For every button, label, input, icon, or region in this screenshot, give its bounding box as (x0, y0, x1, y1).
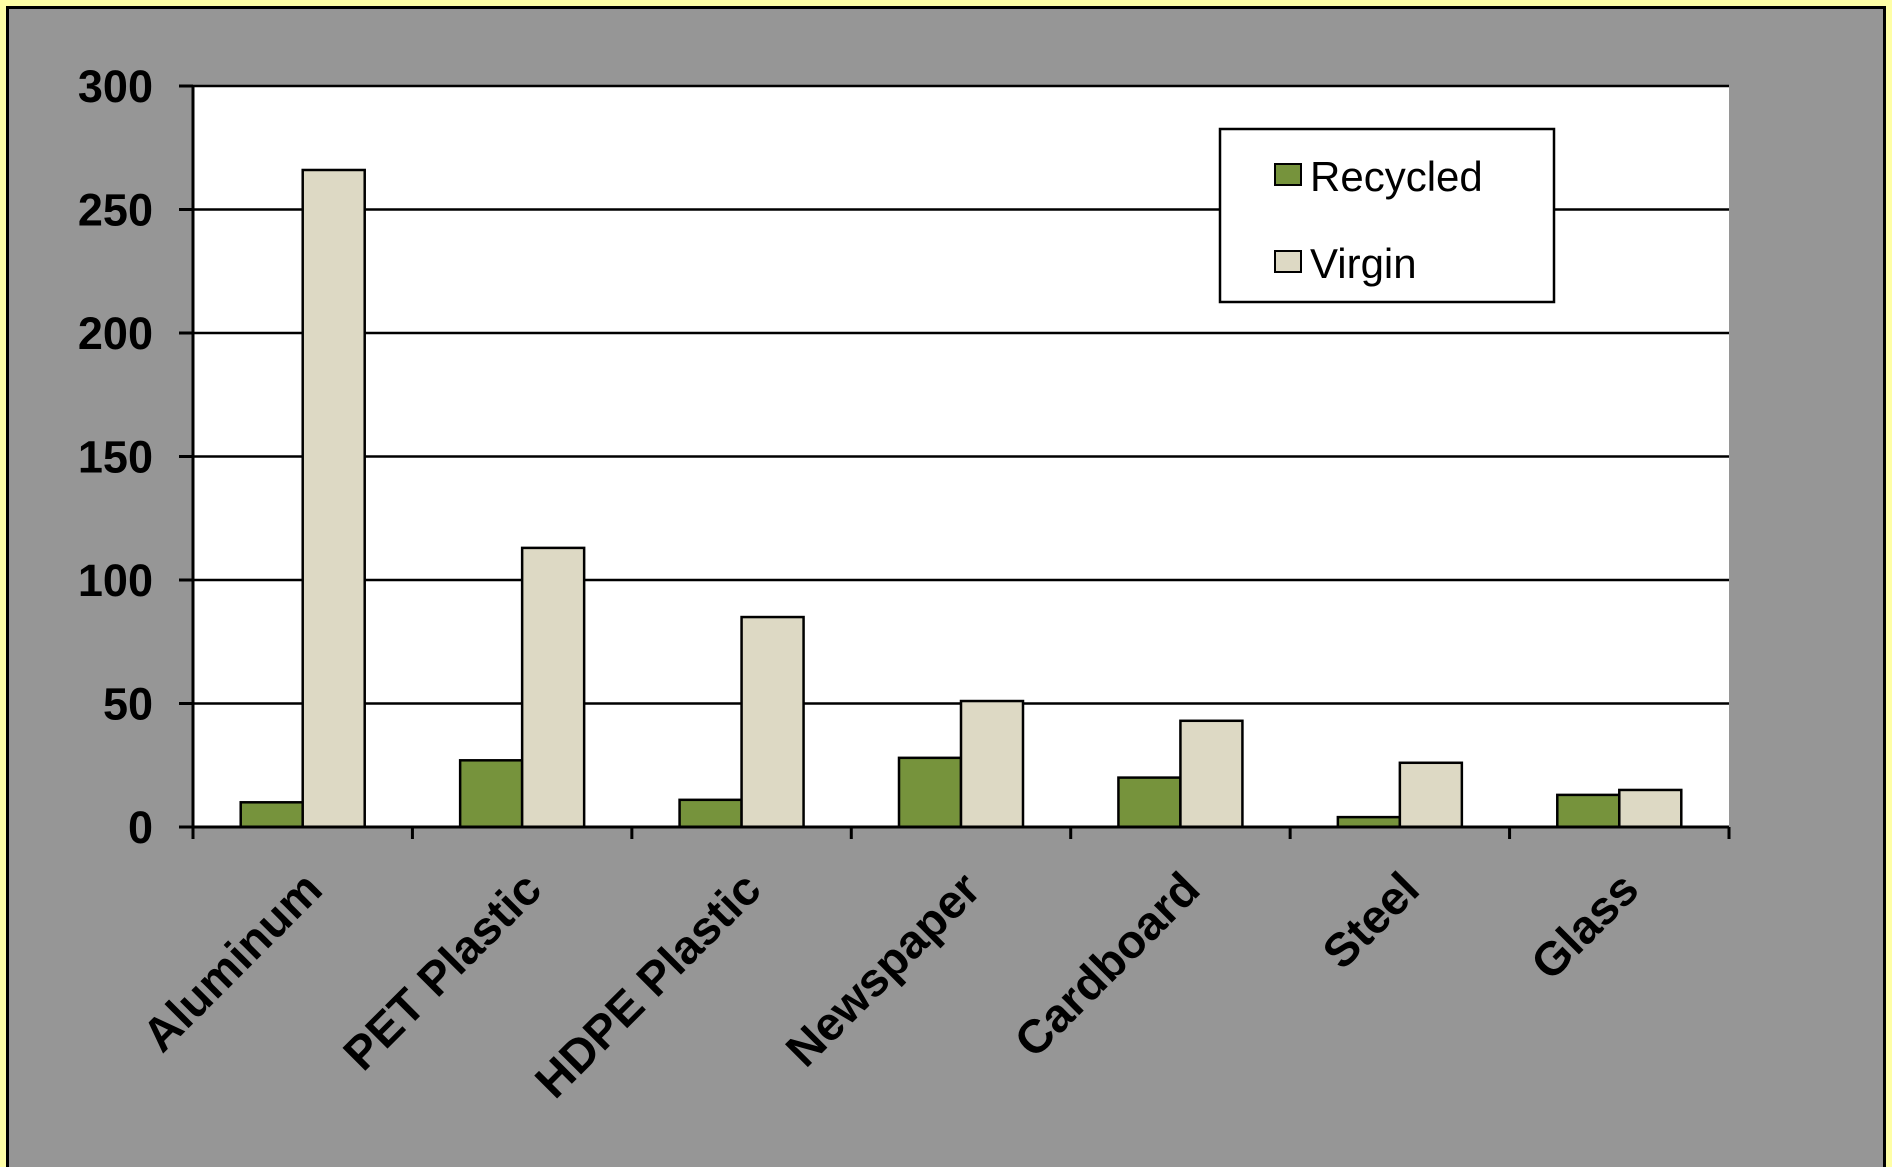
y-tick-label: 250 (78, 185, 153, 236)
bar-virgin-steel (1398, 761, 1464, 829)
bar-recycled-glass (1556, 793, 1621, 829)
y-tick-label: 300 (78, 61, 153, 112)
y-tick-label: 50 (103, 679, 153, 730)
legend-label-virgin: Virgin (1310, 240, 1417, 287)
bar-recycled-cardboard (1117, 776, 1182, 829)
y-tick-label: 200 (78, 308, 153, 359)
bar-virgin-cardboard (1179, 719, 1244, 829)
legend: Recycled Virgin (1218, 127, 1556, 304)
bar-recycled-pet-plastic (458, 759, 524, 829)
bar-recycled-aluminum (239, 801, 304, 829)
legend-box (1218, 127, 1556, 304)
bar-virgin-hdpe-plastic (740, 615, 805, 829)
y-tick-label: 0 (128, 802, 153, 853)
x-tick-label: Aluminum (132, 862, 332, 1062)
bar-virgin-pet-plastic (520, 546, 586, 829)
x-tick-label: PET Plastic (333, 862, 551, 1080)
legend-swatch-recycled (1274, 163, 1302, 186)
x-tick-label: HDPE Plastic (524, 862, 770, 1108)
x-tick-label: Glass (1520, 862, 1648, 990)
legend-swatch-virgin (1274, 250, 1302, 273)
y-axis-labels: 0 50 100 150 200 250 300 (78, 61, 153, 853)
x-axis-ticks (191, 827, 1731, 839)
y-axis-ticks (179, 84, 193, 829)
x-tick-label: Newspaper (775, 862, 990, 1077)
y-tick-label: 150 (78, 432, 153, 483)
bar-virgin-glass (1618, 788, 1683, 829)
bar-virgin-aluminum (301, 168, 366, 829)
bar-virgin-newspaper (959, 699, 1025, 829)
x-tick-label: Cardboard (1004, 862, 1210, 1068)
x-tick-label: Steel (1312, 862, 1429, 979)
bar-recycled-hdpe-plastic (678, 798, 743, 829)
bar-recycled-newspaper (897, 756, 963, 829)
y-tick-label: 100 (78, 555, 153, 606)
legend-label-recycled: Recycled (1310, 153, 1483, 200)
